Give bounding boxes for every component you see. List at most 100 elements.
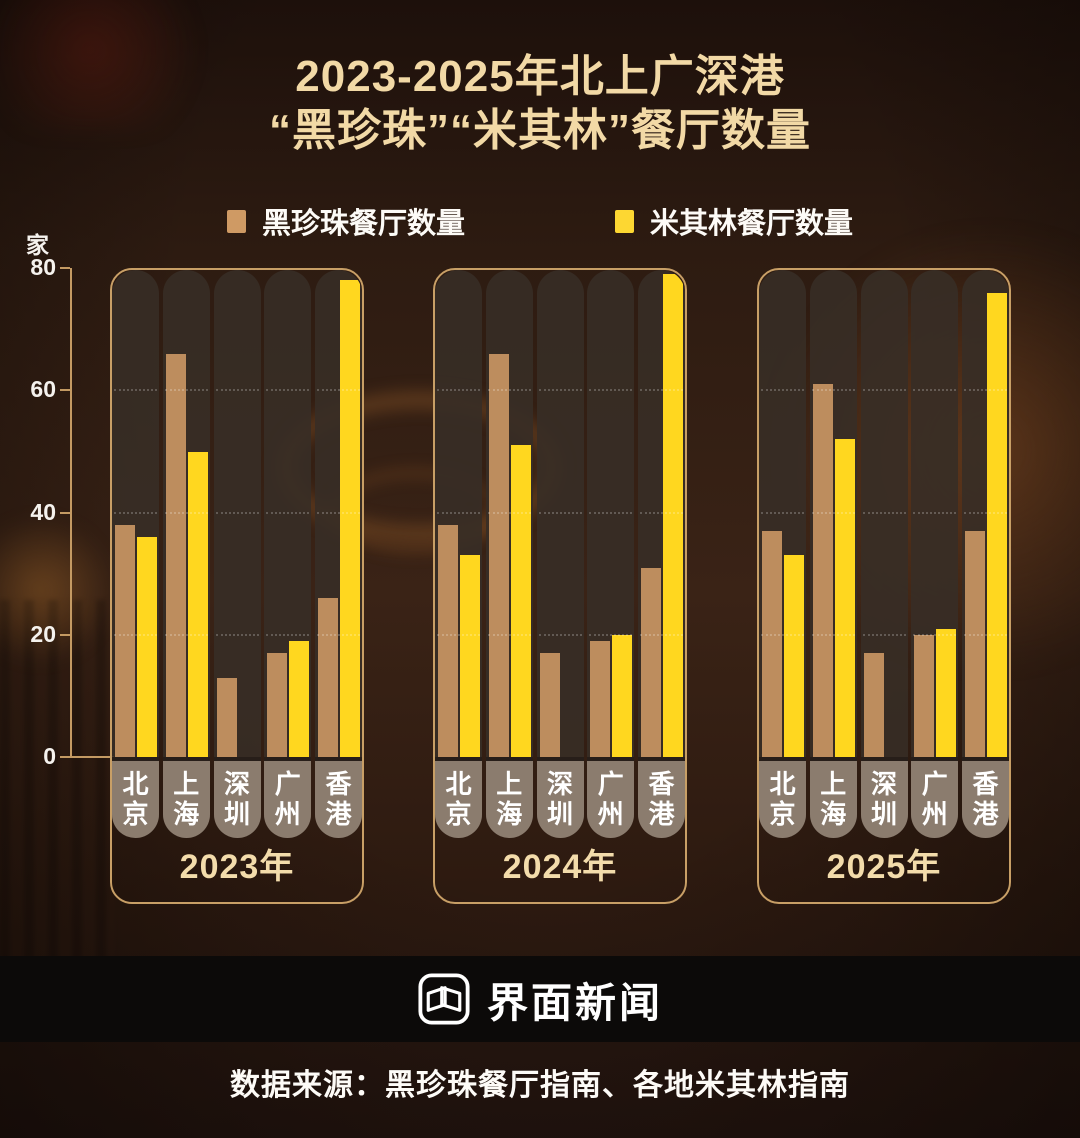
black-pearl-bar xyxy=(590,640,611,757)
y-axis-unit-label: 家 xyxy=(26,232,49,258)
gridline xyxy=(215,389,259,392)
jiemian-logo-icon xyxy=(418,973,470,1025)
michelin-bar xyxy=(936,628,957,757)
gridline xyxy=(761,389,804,392)
gridline xyxy=(487,511,531,514)
year-group-border xyxy=(433,268,687,904)
y-axis-line xyxy=(70,268,72,757)
city-label: 北京 xyxy=(759,757,806,838)
michelin-bar xyxy=(834,439,855,757)
gridline xyxy=(913,633,957,636)
gridline xyxy=(964,511,1007,514)
gridline xyxy=(640,511,683,514)
michelin-bar xyxy=(784,555,804,757)
black-pearl-bar xyxy=(165,353,186,757)
city-column: 广州 xyxy=(911,270,959,838)
gridline xyxy=(266,633,310,636)
gridline xyxy=(913,511,957,514)
y-tick-mark xyxy=(60,389,70,392)
city-column: 上海 xyxy=(809,270,857,838)
gridline xyxy=(964,389,1007,392)
year-group-border xyxy=(110,268,364,904)
gridline xyxy=(589,511,633,514)
gridline xyxy=(114,633,157,636)
michelin-bar xyxy=(137,537,157,757)
city-column: 深圳 xyxy=(536,270,584,838)
gridline xyxy=(862,389,906,392)
city-label: 广州 xyxy=(264,757,312,838)
gridline xyxy=(317,633,360,636)
black-pearl-bar xyxy=(318,598,338,757)
city-label: 上海 xyxy=(809,757,857,838)
gridline xyxy=(538,511,582,514)
black-pearl-bar xyxy=(488,353,509,757)
black-pearl-bar xyxy=(762,530,782,757)
black-pearl-bar xyxy=(863,653,884,757)
gridline xyxy=(761,511,804,514)
city-column: 深圳 xyxy=(213,270,261,838)
gridline xyxy=(811,633,855,636)
year-group-2: 北京上海深圳广州香港 2024年 xyxy=(433,268,687,904)
gridline xyxy=(761,633,804,636)
city-label: 深圳 xyxy=(860,757,908,838)
chart-title-line1: 2023-2025年北上广深港 xyxy=(295,52,785,101)
black-pearl-bar xyxy=(438,524,458,757)
michelin-swatch xyxy=(615,209,634,233)
city-column: 深圳 xyxy=(860,270,908,838)
gridline xyxy=(437,389,480,392)
city-label: 北京 xyxy=(112,757,159,838)
city-label: 广州 xyxy=(911,757,959,838)
gridline xyxy=(437,633,480,636)
city-column: 广州 xyxy=(587,270,635,838)
year-label: 2023年 xyxy=(179,848,295,886)
gridline xyxy=(487,633,531,636)
year-label: 2025年 xyxy=(826,848,942,886)
gridline xyxy=(215,633,259,636)
legend-label-michelin: 米其林餐厅数量 xyxy=(650,208,854,240)
black-pearl-bar xyxy=(812,384,833,757)
gridline xyxy=(437,511,480,514)
city-label: 香港 xyxy=(962,757,1009,838)
gridline xyxy=(317,389,360,392)
year-group-1: 北京上海深圳广州香港 2023年 xyxy=(110,268,364,904)
city-label: 上海 xyxy=(485,757,533,838)
city-column: 北京 xyxy=(759,270,806,838)
michelin-bar xyxy=(987,292,1007,757)
black-pearl-bar xyxy=(641,567,661,757)
gridline xyxy=(215,511,259,514)
legend-item-black-pearl: 黑珍珠餐厅数量 xyxy=(226,200,465,242)
data-source-note: 数据来源：黑珍珠餐厅指南、各地米其林指南 xyxy=(230,1069,850,1102)
gridline xyxy=(164,633,208,636)
year-label: 2024年 xyxy=(502,848,618,886)
gridline xyxy=(811,389,855,392)
year-group-3: 北京上海深圳广州香港 2025年 xyxy=(757,268,1011,904)
city-column: 香港 xyxy=(638,270,685,838)
city-label: 深圳 xyxy=(536,757,584,838)
black-pearl-bar xyxy=(965,530,985,757)
black-pearl-bar xyxy=(115,524,135,757)
city-pills-row: 北京上海深圳广州香港 xyxy=(435,270,685,838)
city-column: 北京 xyxy=(112,270,159,838)
gridline xyxy=(266,389,310,392)
gridline xyxy=(164,389,208,392)
black-pearl-bar xyxy=(216,677,237,757)
city-column: 上海 xyxy=(162,270,210,838)
gridline xyxy=(964,633,1007,636)
gridline xyxy=(538,389,582,392)
black-pearl-swatch xyxy=(226,209,246,233)
city-column: 香港 xyxy=(962,270,1009,838)
y-tick-label: 40 xyxy=(30,498,56,525)
michelin-bar xyxy=(340,280,360,757)
gridline xyxy=(487,389,531,392)
gridline xyxy=(317,511,360,514)
chart-title-line2: “黑珍珠”“米其林”餐厅数量 xyxy=(269,105,811,155)
city-column: 北京 xyxy=(435,270,482,838)
gridline xyxy=(114,389,157,392)
gridline xyxy=(862,511,906,514)
gridline xyxy=(640,633,683,636)
michelin-bar xyxy=(460,555,480,757)
y-tick-label: 80 xyxy=(30,254,56,281)
city-label: 深圳 xyxy=(213,757,261,838)
